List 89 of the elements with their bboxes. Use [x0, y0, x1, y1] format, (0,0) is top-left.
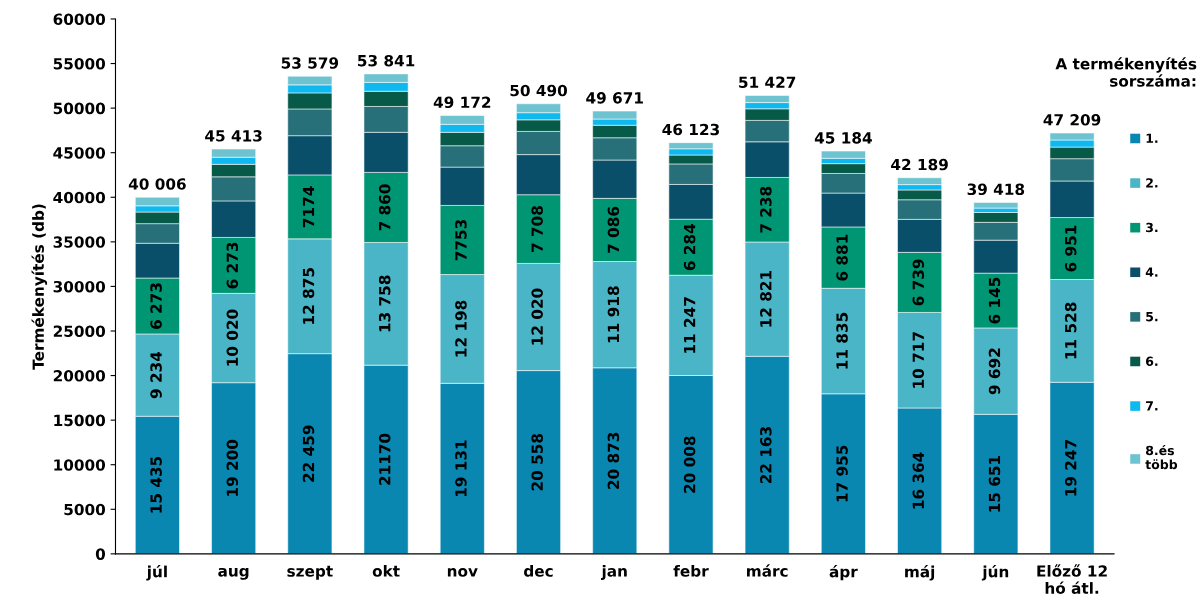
data-label: 11 835 — [836, 312, 848, 369]
data-label: 19 200 — [226, 439, 239, 496]
data-label: 20 008 — [683, 436, 696, 493]
legend-label: 7. — [1146, 401, 1158, 411]
bar — [973, 202, 1019, 209]
data-label: 21170 — [378, 433, 391, 485]
y-tick-label: 20000 — [53, 370, 106, 382]
data-label: 15 651 — [988, 455, 1001, 512]
legend-label: 8.és több — [1145, 445, 1178, 470]
data-label: 9 234 — [150, 351, 162, 399]
total-label: 45 184 — [814, 132, 872, 144]
data-label: 12 821 — [760, 270, 772, 327]
legend-label: 3. — [1146, 222, 1158, 233]
data-label: 10 020 — [226, 309, 239, 366]
legend-label: 5. — [1146, 312, 1158, 322]
data-label: 7 238 — [760, 186, 772, 233]
y-tick-label: 50000 — [53, 102, 106, 115]
legend-title: A termékenyítés sorszáma: — [1055, 57, 1197, 87]
y-tick-label: 60000 — [53, 13, 106, 25]
x-tick-label: jan — [601, 564, 627, 580]
data-label: 22 163 — [760, 427, 772, 484]
y-tick-label: 55000 — [53, 58, 106, 70]
x-tick-label: okt — [372, 564, 400, 577]
total-label: 47 209 — [1043, 114, 1101, 126]
y-tick-label: 25000 — [53, 325, 106, 338]
x-tick-label: febr — [673, 564, 709, 577]
data-label: 12 198 — [455, 300, 467, 357]
data-label: 10 717 — [912, 332, 925, 388]
data-label: 6 881 — [836, 234, 848, 281]
data-label: 17 955 — [836, 445, 848, 502]
x-tick-label: jún — [981, 564, 1009, 581]
total-label: 53 579 — [281, 57, 339, 69]
y-axis-title: Termékenyítés (db) — [31, 204, 48, 370]
y-tick-label: 10000 — [54, 459, 106, 471]
total-label: 50 490 — [510, 84, 568, 97]
y-tick-label: 30000 — [53, 280, 106, 293]
data-label: 6 739 — [912, 259, 925, 306]
total-label: 39 418 — [967, 183, 1025, 196]
x-tick-label: Előző 12 hó átl. — [1037, 564, 1107, 594]
data-label: 6 145 — [988, 277, 1001, 324]
data-label: 6 951 — [1064, 225, 1077, 272]
data-label: 15 435 — [150, 456, 162, 513]
y-tick-label: 5000 — [64, 503, 106, 516]
data-label: 7174 — [302, 186, 315, 228]
x-tick-label: márc — [747, 564, 788, 577]
data-label: 11 918 — [607, 286, 620, 343]
data-label: 7 860 — [378, 184, 391, 231]
total-label: 40 006 — [128, 178, 186, 190]
data-label: 7753 — [455, 219, 467, 261]
data-label: 12 875 — [302, 268, 315, 324]
legend-label: 1. — [1146, 133, 1158, 143]
legend-label: 4. — [1145, 267, 1158, 277]
data-label: 20 873 — [607, 432, 620, 489]
legend-label: 2. — [1146, 178, 1158, 188]
total-label: 46 123 — [662, 123, 719, 136]
data-label: 9 692 — [988, 348, 1001, 395]
data-label: 19 131 — [455, 440, 467, 497]
y-tick-label: 35000 — [53, 236, 106, 248]
data-label: 11 247 — [683, 297, 696, 353]
data-label: 19 247 — [1064, 440, 1077, 496]
total-label: 51 427 — [739, 76, 796, 88]
data-label: 6 284 — [683, 224, 696, 271]
legend-label: 6. — [1146, 356, 1158, 366]
x-tick-label: máj — [905, 564, 935, 581]
total-label: 49 172 — [433, 96, 491, 109]
data-label: 22 459 — [302, 425, 315, 482]
data-label: 11 528 — [1064, 302, 1077, 359]
data-label: 12 020 — [531, 288, 543, 345]
total-label: 53 841 — [358, 54, 415, 67]
x-tick-label: ápr — [829, 564, 858, 581]
x-tick-label: dec — [524, 564, 553, 577]
total-label: 42 189 — [891, 158, 948, 171]
data-label: 20 558 — [531, 433, 543, 491]
total-label: 45 413 — [205, 130, 262, 142]
y-tick-label: 0 — [95, 548, 106, 560]
data-label: 6 273 — [150, 283, 162, 329]
y-tick-label: 40000 — [53, 191, 106, 204]
x-tick-label: nov — [447, 568, 478, 577]
x-tick-label: aug — [218, 567, 249, 580]
x-tick-label: júl — [146, 564, 167, 581]
x-tick-label: szept — [287, 565, 333, 580]
data-label: 13 758 — [378, 275, 391, 332]
y-tick-label: 45000 — [53, 147, 106, 159]
data-label: 7 708 — [531, 206, 543, 252]
total-label: 49 671 — [586, 92, 643, 104]
data-label: 7 086 — [607, 206, 620, 253]
data-label: 16 364 — [912, 452, 925, 509]
data-label: 6 273 — [226, 242, 239, 289]
y-tick-label: 15000 — [54, 414, 106, 427]
